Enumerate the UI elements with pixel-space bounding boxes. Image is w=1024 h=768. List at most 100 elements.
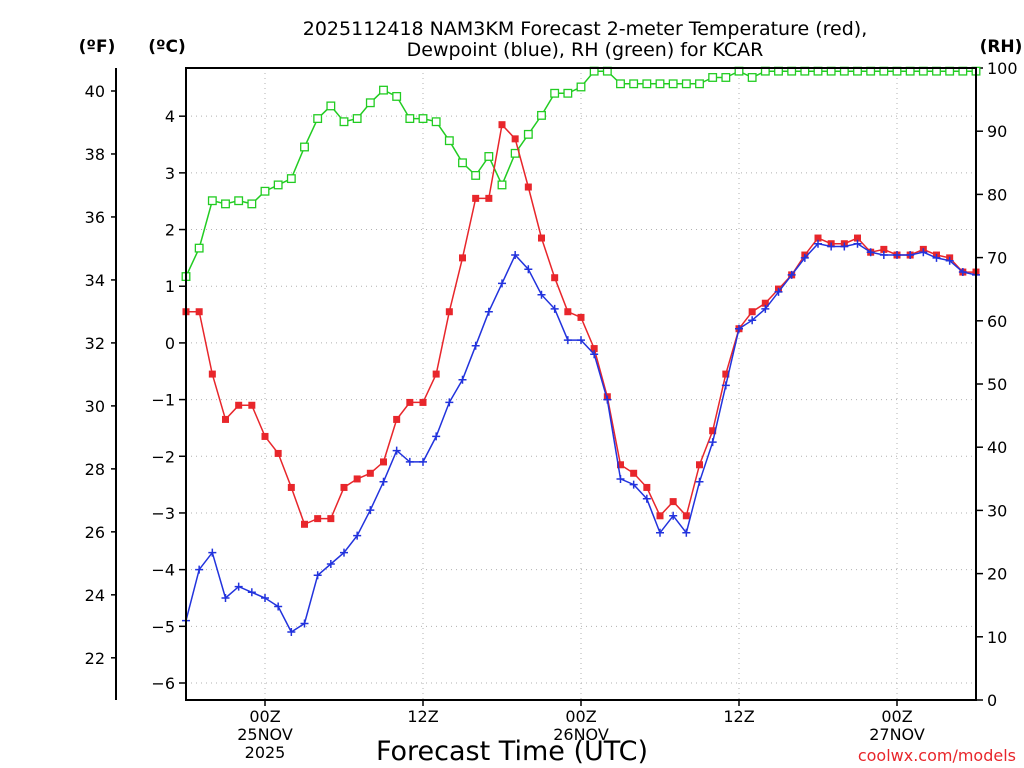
data-point [326, 101, 336, 111]
data-point [682, 512, 690, 520]
data-point [484, 307, 493, 316]
data-point [695, 477, 704, 486]
data-point [577, 336, 585, 345]
data-point [721, 381, 730, 390]
data-point [669, 511, 678, 520]
data-point [485, 194, 493, 202]
data-point [261, 593, 269, 602]
data-point [629, 79, 639, 89]
data-point [419, 398, 427, 406]
data-point [261, 432, 269, 440]
data-point [511, 251, 520, 260]
data-point [681, 79, 691, 89]
fahrenheit-tick-label: 36 [85, 208, 105, 227]
data-point [603, 395, 612, 404]
celsius-tick-label: 4 [165, 107, 175, 126]
data-point [629, 480, 638, 489]
data-point [484, 152, 494, 161]
data-point [537, 110, 546, 120]
data-point [682, 528, 691, 537]
data-point [827, 242, 836, 251]
rh-tick-label: 30 [987, 501, 1007, 520]
data-point [774, 287, 783, 296]
series-dewpoint [182, 239, 980, 636]
data-point [906, 251, 915, 260]
data-point [287, 627, 296, 636]
data-point [709, 427, 717, 435]
data-point [880, 245, 888, 253]
data-point [524, 265, 533, 274]
rh-tick-label: 10 [987, 628, 1007, 647]
data-point [432, 370, 440, 378]
celsius-tick-label: 2 [165, 221, 175, 240]
data-point [472, 194, 480, 202]
data-point [406, 398, 414, 406]
data-point [563, 336, 572, 345]
data-point [643, 483, 651, 491]
celsius-tick-label: −1 [151, 391, 175, 410]
data-point [195, 308, 203, 316]
data-point [550, 304, 559, 313]
data-point [696, 461, 703, 469]
data-point [458, 375, 467, 384]
data-point [221, 593, 230, 602]
data-point [393, 415, 401, 423]
rh-axis: 0 10 20 30 40 50 60 70 80 90 100 [976, 59, 1018, 710]
celsius-tick-label: −4 [151, 561, 175, 580]
data-point [234, 582, 243, 591]
time-tick-label: 2025 [245, 743, 286, 762]
data-point [656, 512, 664, 520]
data-point [814, 234, 822, 242]
data-point [511, 135, 519, 143]
chart-title-line-1: 2025112418 NAM3KM Forecast 2-meter Tempe… [303, 18, 867, 40]
rh-tick-label: 40 [987, 438, 1007, 457]
x-axis-label: Forecast Time (UTC) [376, 736, 648, 767]
data-point [300, 619, 309, 628]
data-point [932, 253, 941, 262]
data-point [380, 458, 387, 466]
data-point [300, 142, 309, 152]
data-point [431, 117, 441, 127]
data-point [853, 239, 862, 248]
time-tick-label: 26NOV [553, 725, 609, 744]
rh-tick-label: 100 [987, 59, 1018, 78]
rh-tick-label: 90 [987, 122, 1007, 141]
rh-tick-label: 80 [987, 185, 1007, 204]
celsius-axis: −6 −5 −4 −3 −2 −1 0 1 2 3 4 [151, 107, 186, 693]
data-point [365, 98, 375, 108]
data-point [287, 483, 295, 491]
data-point [590, 350, 599, 359]
data-point [800, 253, 809, 262]
data-point [787, 270, 796, 279]
fahrenheit-axis-unit: (ºF) [79, 37, 116, 57]
data-point [340, 548, 348, 557]
data-point [248, 401, 256, 409]
data-point [550, 88, 560, 98]
data-point [893, 251, 901, 260]
data-point [445, 308, 453, 316]
data-point [327, 515, 335, 523]
time-tick-label: 12Z [723, 707, 754, 726]
data-point [761, 299, 769, 307]
data-point [656, 528, 664, 537]
data-point [405, 457, 414, 466]
data-point [419, 457, 427, 466]
data-point [761, 304, 770, 313]
fahrenheit-tick-label: 22 [85, 649, 105, 668]
data-point [247, 588, 256, 597]
data-point [405, 114, 415, 124]
series-2-meter-temperature [182, 121, 980, 528]
data-point [577, 313, 585, 321]
data-point [642, 79, 652, 89]
data-point [234, 196, 244, 206]
data-point [313, 571, 322, 580]
celsius-tick-label: −6 [151, 674, 175, 693]
rh-tick-label: 70 [987, 249, 1007, 268]
time-tick-label: 00Z [565, 707, 596, 726]
celsius-tick-label: 0 [165, 334, 175, 353]
fahrenheit-tick-label: 28 [85, 460, 105, 479]
data-point [576, 82, 586, 92]
data-point [353, 475, 361, 483]
data-point [524, 183, 532, 191]
